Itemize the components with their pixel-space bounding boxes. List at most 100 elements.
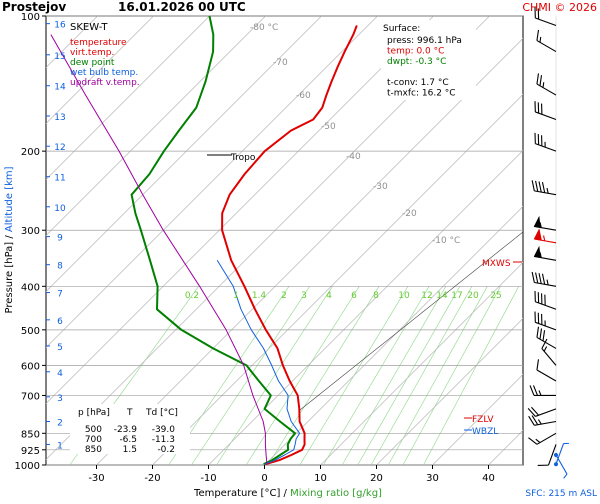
ylabel-separator: / — [4, 232, 15, 242]
surface-line-5: t-mxfc: 16.2 °C — [387, 89, 456, 99]
altitude-tick-2: 2 — [57, 418, 63, 428]
altitude-tick-6: 6 — [57, 317, 63, 327]
table-cell-0-1: -23.9 — [114, 425, 138, 435]
table-header-0: p [hPa] — [78, 408, 110, 418]
wind-barb-14 — [534, 229, 557, 243]
mixing-label-2: 2 — [281, 291, 287, 301]
barb-flag — [530, 272, 536, 283]
wbzl-label: WBZL — [472, 427, 498, 437]
altitude-tick-8: 8 — [57, 262, 63, 272]
barb-flag — [534, 385, 538, 395]
barb-flag — [535, 292, 542, 303]
pressure-tick-200: 200 — [21, 147, 40, 158]
temp-tick-10: 10 — [314, 473, 327, 484]
wind-barb-15 — [534, 217, 557, 231]
barb-flag — [531, 406, 538, 417]
barb-staff — [537, 370, 556, 381]
mixing-label-14: 14 — [436, 291, 448, 301]
pressure-tick-300: 300 — [21, 226, 40, 237]
barb-flag — [541, 182, 547, 193]
wind-barb-6 — [530, 385, 556, 395]
altitude-tick-11: 11 — [54, 174, 65, 184]
mixing-label-20: 20 — [467, 291, 479, 301]
pressure-tick-850: 850 — [21, 429, 40, 440]
surface-line-4: t-conv: 1.7 °C — [387, 78, 449, 88]
wind-barb-11 — [532, 291, 560, 309]
temp-tick-20: 20 — [370, 473, 383, 484]
wind-barb-18 — [532, 101, 560, 119]
surface-line-1: temp: 0.0 °C — [387, 47, 444, 57]
altitude-tick-16: 16 — [54, 21, 66, 31]
surface-line-0: press: 996.1 hPa — [387, 36, 462, 46]
table-cell-1-2: -11.3 — [152, 435, 175, 445]
mxws-label: MXWS — [482, 259, 511, 269]
table-cell-2-2: -0.2 — [157, 445, 175, 455]
mixing-label-8: 8 — [373, 291, 379, 301]
barb-flag — [530, 385, 534, 395]
mixing-label-0.2: 0.2 — [185, 291, 199, 301]
surface-line-2: dwpt: -0.3 °C — [387, 57, 446, 67]
isotherm-label--80: -80 °C — [250, 23, 278, 33]
table-cell-0-2: -39.0 — [152, 425, 176, 435]
barb-half-flag — [538, 419, 541, 424]
ylabel-altitude: Altitude [km] — [4, 166, 15, 232]
isotherm-label--40: -40 — [346, 152, 361, 162]
altitude-tick-12: 12 — [54, 143, 65, 153]
wind-barb-5 — [528, 400, 556, 418]
barb-flag — [535, 313, 542, 324]
wind-barb-13 — [534, 247, 557, 261]
wind-barb-8 — [539, 339, 563, 365]
temp-tick--10: -10 — [200, 473, 216, 484]
copyright: CHMI © 2026 — [522, 1, 597, 14]
wind-barb-20 — [533, 30, 561, 52]
xlabel-separator: / — [280, 488, 290, 499]
isotherm-label--20: -20 — [402, 209, 417, 219]
barb-flag — [532, 101, 539, 112]
temp-tick-40: 40 — [482, 473, 495, 484]
table-cell-2-1: 1.5 — [123, 445, 137, 455]
altitude-tick-4: 4 — [57, 369, 63, 379]
altitude-tick-1: 1 — [57, 441, 63, 451]
barb-flag — [535, 102, 542, 113]
barb-flag — [532, 133, 539, 144]
mixing-label-1: 1 — [233, 291, 239, 301]
pressure-tick-500: 500 — [21, 326, 40, 337]
barb-flag — [541, 295, 548, 306]
barb-flag — [532, 312, 539, 323]
mixing-label-12: 12 — [421, 291, 432, 301]
isotherm-label--70: -70 — [273, 58, 288, 68]
pressure-tick-100: 100 — [21, 12, 40, 23]
wind-barb-16 — [530, 180, 557, 194]
barb-flag — [538, 104, 545, 115]
legend-item-2: dew point — [70, 58, 115, 68]
mixing-label-10: 10 — [398, 291, 410, 301]
temp-tick-0: 0 — [261, 473, 267, 484]
pressure-tick-600: 600 — [21, 361, 40, 372]
altitude-tick-10: 10 — [54, 204, 66, 214]
barb-flag — [528, 436, 536, 447]
isotherm-label--60: -60 — [296, 91, 311, 101]
svg-text:Pressure [hPa] / Altitude [km]: Pressure [hPa] / Altitude [km] — [4, 166, 15, 313]
barb-flag — [534, 273, 540, 284]
barb-flag — [532, 291, 539, 302]
mixing-label-6: 6 — [351, 291, 357, 301]
barb-half-flag — [563, 474, 568, 478]
mixing-label-4: 4 — [326, 291, 332, 301]
barb-flag — [541, 274, 547, 285]
altitude-tick-9: 9 — [57, 234, 63, 244]
barb-base-dot — [553, 462, 558, 467]
pressure-tick-925: 925 — [21, 446, 40, 457]
wind-barb-12 — [530, 272, 557, 286]
mixing-label-1.4: 1.4 — [252, 291, 267, 301]
table-header-2: Td [°C] — [145, 408, 178, 418]
barb-flag — [534, 181, 540, 192]
barb-flag — [538, 314, 545, 325]
ylabel: Pressure [hPa] — [4, 242, 15, 314]
table-cell-1-1: -6.5 — [119, 435, 137, 445]
barb-half-flag — [539, 390, 541, 395]
altitude-tick-7: 7 — [57, 290, 63, 300]
xlabel: Temperature [°C] — [193, 488, 280, 499]
